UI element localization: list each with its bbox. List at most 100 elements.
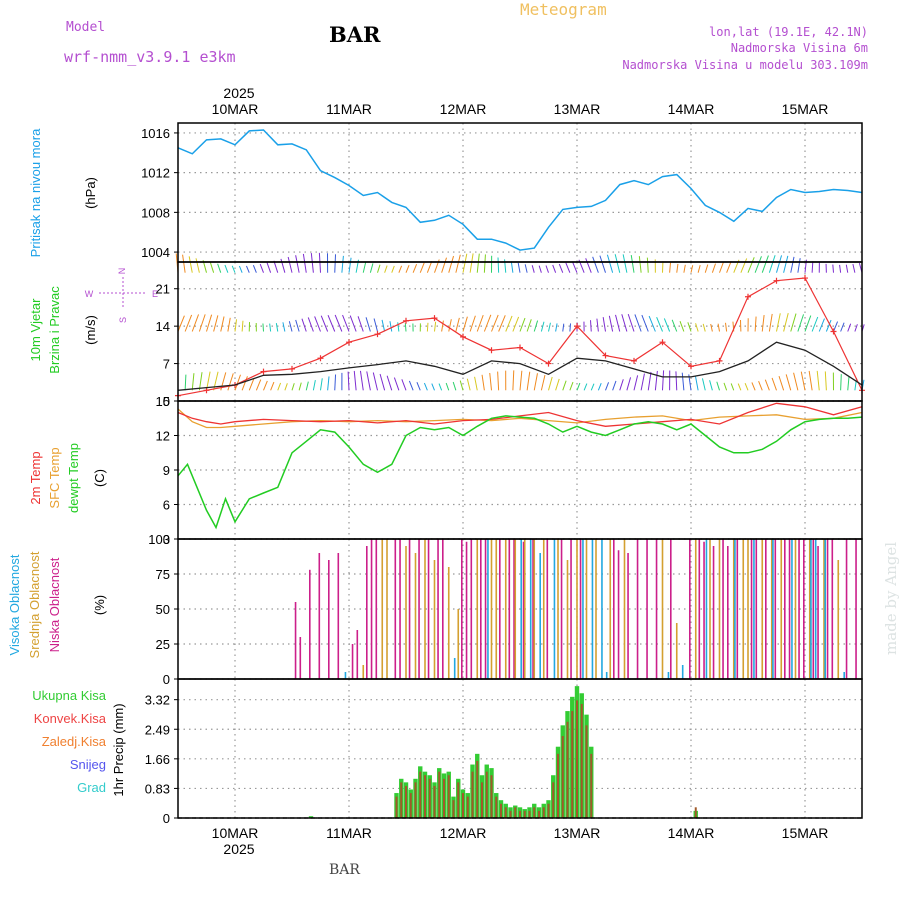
wind-barb [598,383,601,390]
wind-barb [696,376,699,390]
precip-conv-bar [590,754,592,818]
wind-barb [399,266,402,273]
wind-barb [263,324,264,332]
wind-barb [306,382,308,391]
bottom-day-label: 13MAR [554,825,601,841]
wind-barb [370,263,373,272]
pressure-ytick-label: 1008 [141,205,170,220]
wind-barb [482,375,484,390]
wind-barb [387,376,392,391]
cloud-ylabel3: Niska Oblacnost [47,557,62,652]
wind-barb [506,316,512,332]
gust-marker [261,369,267,375]
wind-barb [350,316,356,332]
wind-barb [321,378,323,390]
wind-barb [539,266,541,273]
wind-barb [354,371,356,390]
wind-barb [463,317,467,332]
wind-barb [264,381,268,390]
wind-barb [798,314,804,331]
wind-barb [228,373,233,390]
pressure-ylabel: Pritisak na nivou mora [28,128,43,257]
wind-barb [313,380,315,390]
bottom-day-label: 11MAR [326,825,372,841]
wind-barb [477,315,483,331]
wind-barb [456,255,460,273]
precip-conv-bar [552,782,554,818]
wind-ytick-label: 14 [156,319,170,334]
bottom-day-label: 15MAR [782,825,829,841]
wind-barb [532,265,534,272]
wind-barb [499,315,506,331]
wind-barb [841,374,842,390]
wind-barb [373,373,377,391]
wind-barb [603,317,605,331]
wind-barb [288,257,292,273]
wind-barb [623,254,627,272]
wind-barb [752,382,755,390]
wind-barb [755,256,761,272]
wind-barb [727,261,732,273]
top-year-label: 2025 [223,85,254,101]
wind-barb [270,324,271,332]
wind-barb [189,256,192,272]
wind-barb [606,382,609,390]
wind-barb [467,379,470,391]
wind-barb [825,371,826,390]
wind-barb [413,264,416,272]
wind-barb [424,383,427,390]
wind-barb [278,383,281,390]
pressure-ytick-label: 1016 [141,126,170,141]
wind-barb [546,266,548,273]
gust-marker [346,339,352,345]
wind-barb [649,316,655,331]
temperature-ytick-label: 9 [163,463,170,478]
wind-barb [556,323,557,331]
gust-marker [432,315,438,321]
precip-conv-bar [491,775,493,818]
wind-barb [534,321,537,332]
wind-barb [239,266,242,273]
bottom-day-label: 10MAR [212,825,259,841]
wind-barb [549,377,553,390]
wind-barb [648,372,651,390]
wind-barb [348,372,349,391]
cloud-ytick-label: 25 [156,637,170,652]
wind-barb [784,313,789,331]
wind-barb [319,253,320,273]
precip-legend-item: Konvek.Kisa [34,711,107,726]
precip-conv-bar [443,779,445,818]
cloud-ytick-label: 50 [156,602,170,617]
wind-barb [631,255,634,273]
wind-barb [228,318,230,332]
wind-barb [308,317,313,331]
cloud-unit: (%) [92,595,107,615]
wind-barb [435,322,436,332]
wind-barb [791,257,794,273]
wind-barb [748,257,754,272]
wind-barb [563,324,564,332]
wind-barb [335,374,336,390]
temperature-ytick-label: 15 [156,394,170,409]
wind-barb [343,315,349,331]
precip-conv-bar [495,797,497,818]
wind-barb [642,315,648,331]
wind-barb [741,258,747,272]
wind-barb [363,262,366,273]
wind-barb [292,383,294,390]
wind-barb [725,323,726,332]
wind-barb [584,384,587,391]
wind-barb [498,372,499,391]
temperature-ytick-label: 6 [163,498,170,513]
labels-layer: 1004100810121016071421369121502550751000… [7,85,828,857]
compass-e: E [152,289,158,299]
precip-legend-item: Snijeg [70,757,106,772]
wind-barb [185,315,191,332]
gust-marker [318,355,324,361]
temperature-series-line [178,416,862,528]
wind-barb [855,324,857,331]
wind-barb [232,266,235,273]
wind-barb [801,372,805,391]
wind-barb [207,315,212,332]
wind-barb [853,264,855,273]
